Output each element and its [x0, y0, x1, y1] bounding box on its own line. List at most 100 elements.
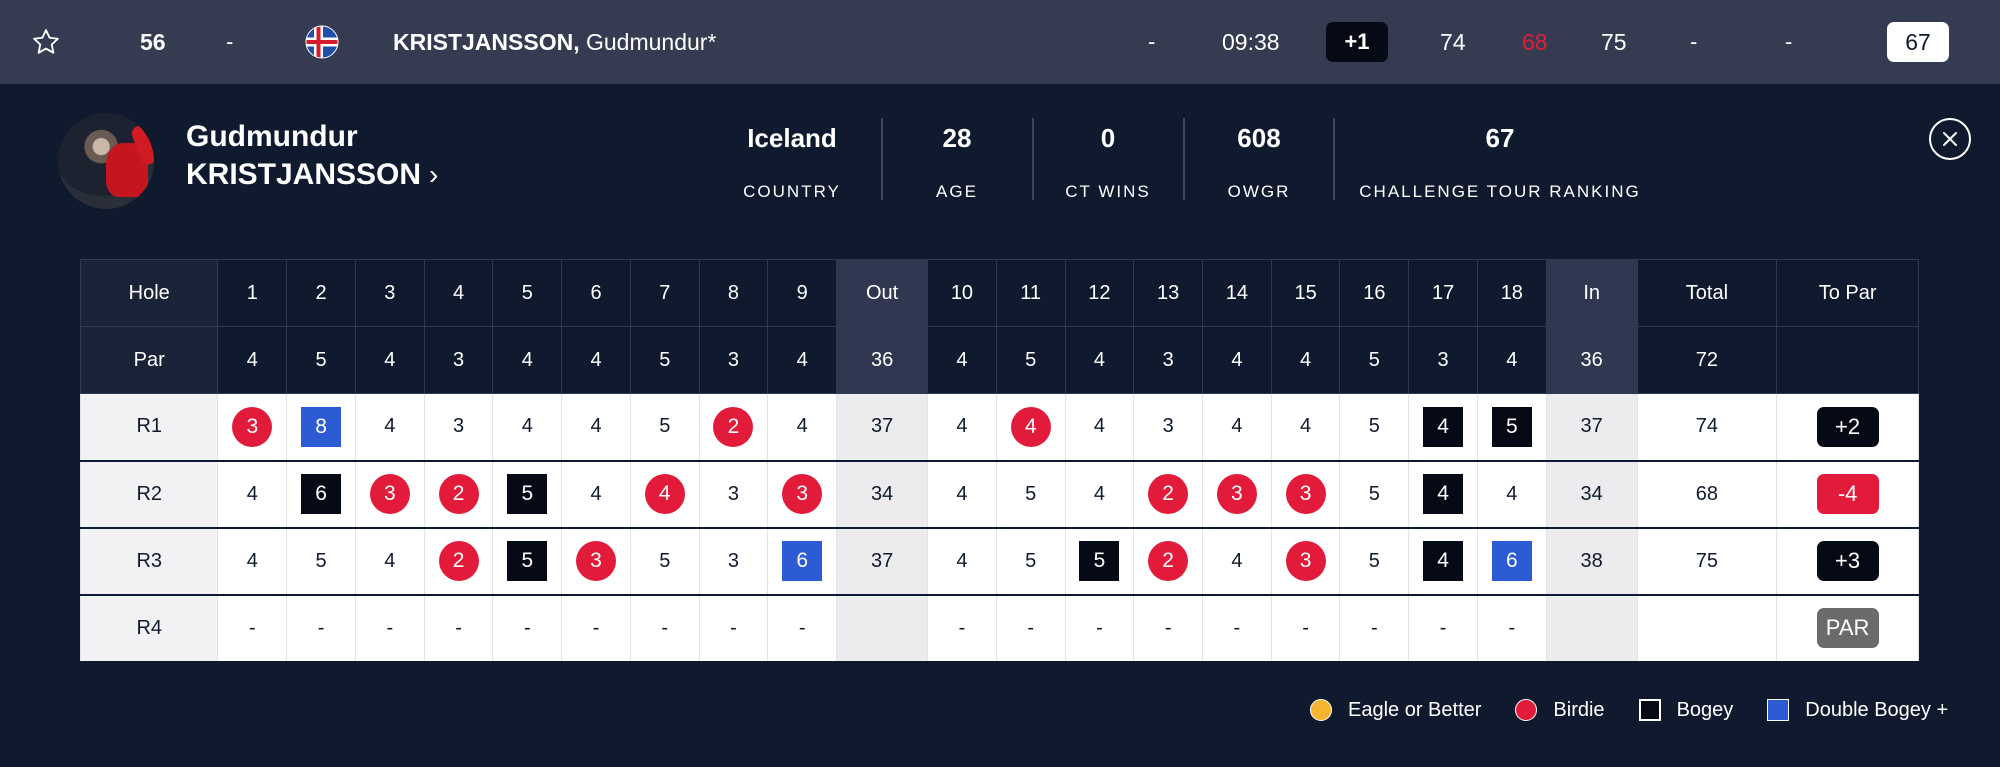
round-label: R3	[79, 527, 219, 595]
hole-sum-header: In	[1545, 259, 1638, 327]
score-cell: 5	[492, 527, 563, 595]
legend-label: Eagle or Better	[1348, 698, 1482, 721]
birdie-badge: 3	[1216, 474, 1257, 514]
round-3-score: 75	[1601, 28, 1627, 55]
stat-divider	[1333, 118, 1335, 200]
birdie-badge: 2	[438, 474, 479, 514]
stat-ct-ranking: 67 CHALLENGE TOUR RANKING	[1359, 123, 1641, 201]
score-cell: -	[286, 594, 356, 662]
hole-header-cell: 1	[217, 259, 288, 327]
to-par-cell: PAR	[1776, 594, 1919, 662]
birdie-badge: 2	[438, 541, 479, 581]
score-cell: 4	[217, 460, 288, 528]
bogey-badge: 4	[1423, 474, 1464, 514]
legend-item: Eagle or Better	[1310, 699, 1481, 722]
to-par-badge: +2	[1816, 406, 1879, 447]
birdie-badge: 2	[713, 406, 754, 447]
score-cell: -	[492, 594, 563, 662]
score-cell: 4	[354, 393, 425, 461]
score-cell: -	[423, 594, 494, 662]
score-cell: 3	[1270, 527, 1341, 595]
position: 56	[140, 28, 166, 55]
bogey-badge: 5	[1079, 541, 1120, 581]
bogey-badge: 4	[1423, 541, 1464, 581]
hole-header-cell: To Par	[1776, 259, 1919, 327]
par-cell: 4	[767, 326, 838, 394]
par-cell: 5	[286, 326, 356, 394]
legend-item: Double Bogey +	[1767, 699, 1948, 722]
hole-header-cell: 8	[698, 259, 769, 327]
round-subtotal-cell: 38	[1545, 527, 1638, 595]
star-icon[interactable]	[28, 0, 64, 84]
legend-item: Bogey	[1638, 699, 1733, 722]
position-movement: -	[226, 29, 234, 54]
hole-header-cell: 2	[286, 259, 356, 327]
bogey-badge: 6	[301, 474, 342, 514]
to-par-cell: +3	[1776, 527, 1919, 595]
score-cell	[1636, 594, 1778, 662]
round-subtotal-cell: 34	[836, 460, 929, 528]
score-cell: 4	[995, 393, 1066, 461]
round-label: R2	[79, 460, 219, 528]
hole-header-cell: 9	[767, 259, 838, 327]
hole-header-cell: 14	[1202, 259, 1272, 327]
score-cell: 5	[1476, 393, 1547, 461]
score-cell: -	[767, 594, 838, 662]
birdie-badge: 3	[1285, 541, 1326, 581]
par-cell: 4	[561, 326, 631, 394]
to-par-badge: -4	[1816, 474, 1879, 514]
bogey-badge: 5	[1491, 406, 1532, 447]
score-cell: -	[698, 594, 769, 662]
round-4-extra: -	[1785, 29, 1793, 54]
score-cell: -	[1064, 594, 1135, 662]
score-cell: 4	[629, 460, 700, 528]
hole-header-cell: 11	[995, 259, 1066, 327]
round-subtotal-cell	[836, 594, 929, 662]
par-sum-cell: 36	[836, 326, 929, 394]
score-cell: -	[995, 594, 1066, 662]
par-cell: 3	[423, 326, 494, 394]
round-label: R1	[79, 393, 219, 461]
score-cell: 3	[1133, 393, 1204, 461]
par-cell: 4	[1476, 326, 1547, 394]
legend-square-icon	[1638, 699, 1661, 721]
score-cell: 4	[1064, 393, 1135, 461]
score-cell: 4	[561, 460, 631, 528]
score-cell: 5	[629, 527, 700, 595]
player-leaderboard-row[interactable]: 56 - KRISTJANSSON, Gudmundur* - 09:38 +1…	[0, 0, 2000, 84]
birdie-badge: 4	[1010, 406, 1051, 447]
legend-label: Birdie	[1553, 698, 1605, 721]
stat-age: 28 AGE	[936, 123, 978, 201]
close-icon[interactable]	[1929, 118, 1971, 160]
legend-square-icon	[1767, 699, 1790, 721]
player-first-name: Gudmundur*	[585, 28, 717, 55]
birdie-badge: 4	[644, 474, 685, 514]
bogey-badge: 4	[1423, 406, 1464, 447]
score-cell: -	[561, 594, 631, 662]
score-cell: 5	[995, 527, 1066, 595]
score-cell: 5	[629, 393, 700, 461]
score-cell: 8	[286, 393, 356, 461]
par-cell: 4	[927, 326, 997, 394]
birdie-badge: 3	[1285, 474, 1326, 514]
to-par-cell: -4	[1776, 460, 1919, 528]
par-row: Par 4 5 4 3 4 4 5 3 4 36 4 5 4 3 4 4 5 3 4 36 72	[79, 326, 1919, 394]
hole-header-cell: 13	[1133, 259, 1204, 327]
player-name[interactable]: KRISTJANSSON, Gudmundur*	[393, 0, 716, 84]
double-bogey-badge: 6	[1491, 541, 1532, 581]
birdie-badge: 3	[369, 474, 410, 514]
hole-header-cell: 4	[423, 259, 494, 327]
hole-sum-header: Out	[836, 259, 929, 327]
score-cell: 5	[1339, 527, 1410, 595]
score-cell: 4	[354, 527, 425, 595]
score-cell: 74	[1636, 393, 1778, 461]
hole-header-cell: 15	[1270, 259, 1341, 327]
iceland-flag-icon	[304, 0, 340, 84]
par-cell: 4	[1064, 326, 1135, 394]
stat-divider	[1032, 118, 1034, 200]
par-cell: 5	[995, 326, 1066, 394]
hole-header-cell: 6	[561, 259, 631, 327]
score-cell: 3	[1270, 460, 1341, 528]
round-subtotal-cell: 37	[836, 393, 929, 461]
player-profile-link[interactable]: Gudmundur KRISTJANSSON ›	[186, 118, 438, 194]
